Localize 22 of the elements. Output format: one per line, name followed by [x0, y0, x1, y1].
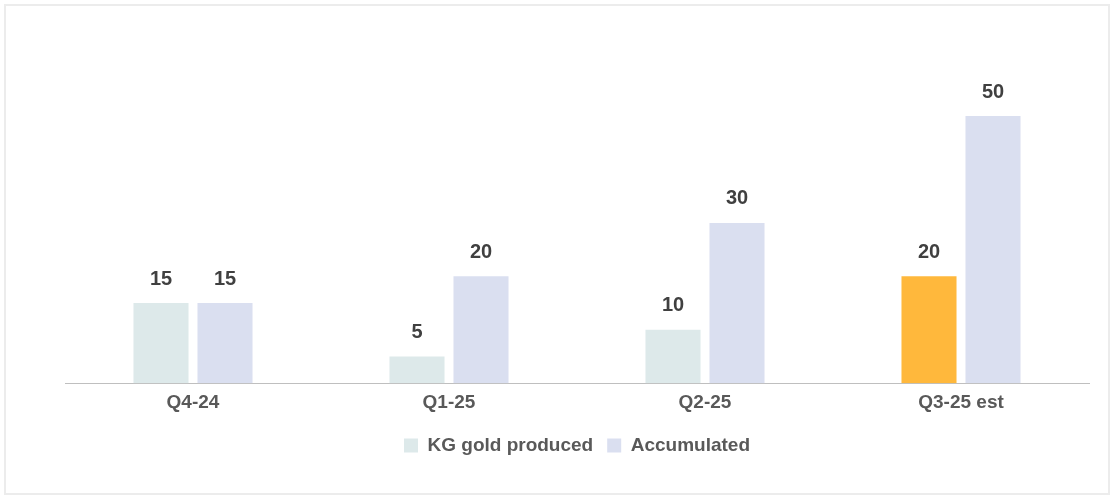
- x-tick-label: Q1-25: [422, 390, 476, 412]
- data-label: 20: [917, 239, 941, 262]
- data-label: 30: [725, 186, 749, 209]
- data-label: 15: [149, 266, 173, 289]
- legend-label: KG gold produced: [427, 433, 594, 455]
- bar: [389, 356, 445, 384]
- bar: [709, 222, 765, 384]
- data-label: 5: [411, 320, 423, 342]
- x-tick-label: Q2-25: [678, 390, 732, 412]
- x-tick-label: Q4-24: [166, 390, 220, 412]
- bar: [645, 329, 701, 384]
- bar: [133, 303, 189, 384]
- bar: [197, 303, 253, 384]
- bar: [901, 276, 957, 384]
- bar: [965, 116, 1021, 384]
- data-label: 50: [981, 79, 1005, 102]
- data-label: 15: [213, 266, 237, 289]
- data-label: 10: [661, 293, 685, 316]
- data-label: 20: [469, 239, 493, 262]
- x-tick-label: Q3-25 est: [918, 390, 1005, 412]
- bar: [453, 276, 509, 384]
- legend-label: Accumulated: [630, 433, 751, 455]
